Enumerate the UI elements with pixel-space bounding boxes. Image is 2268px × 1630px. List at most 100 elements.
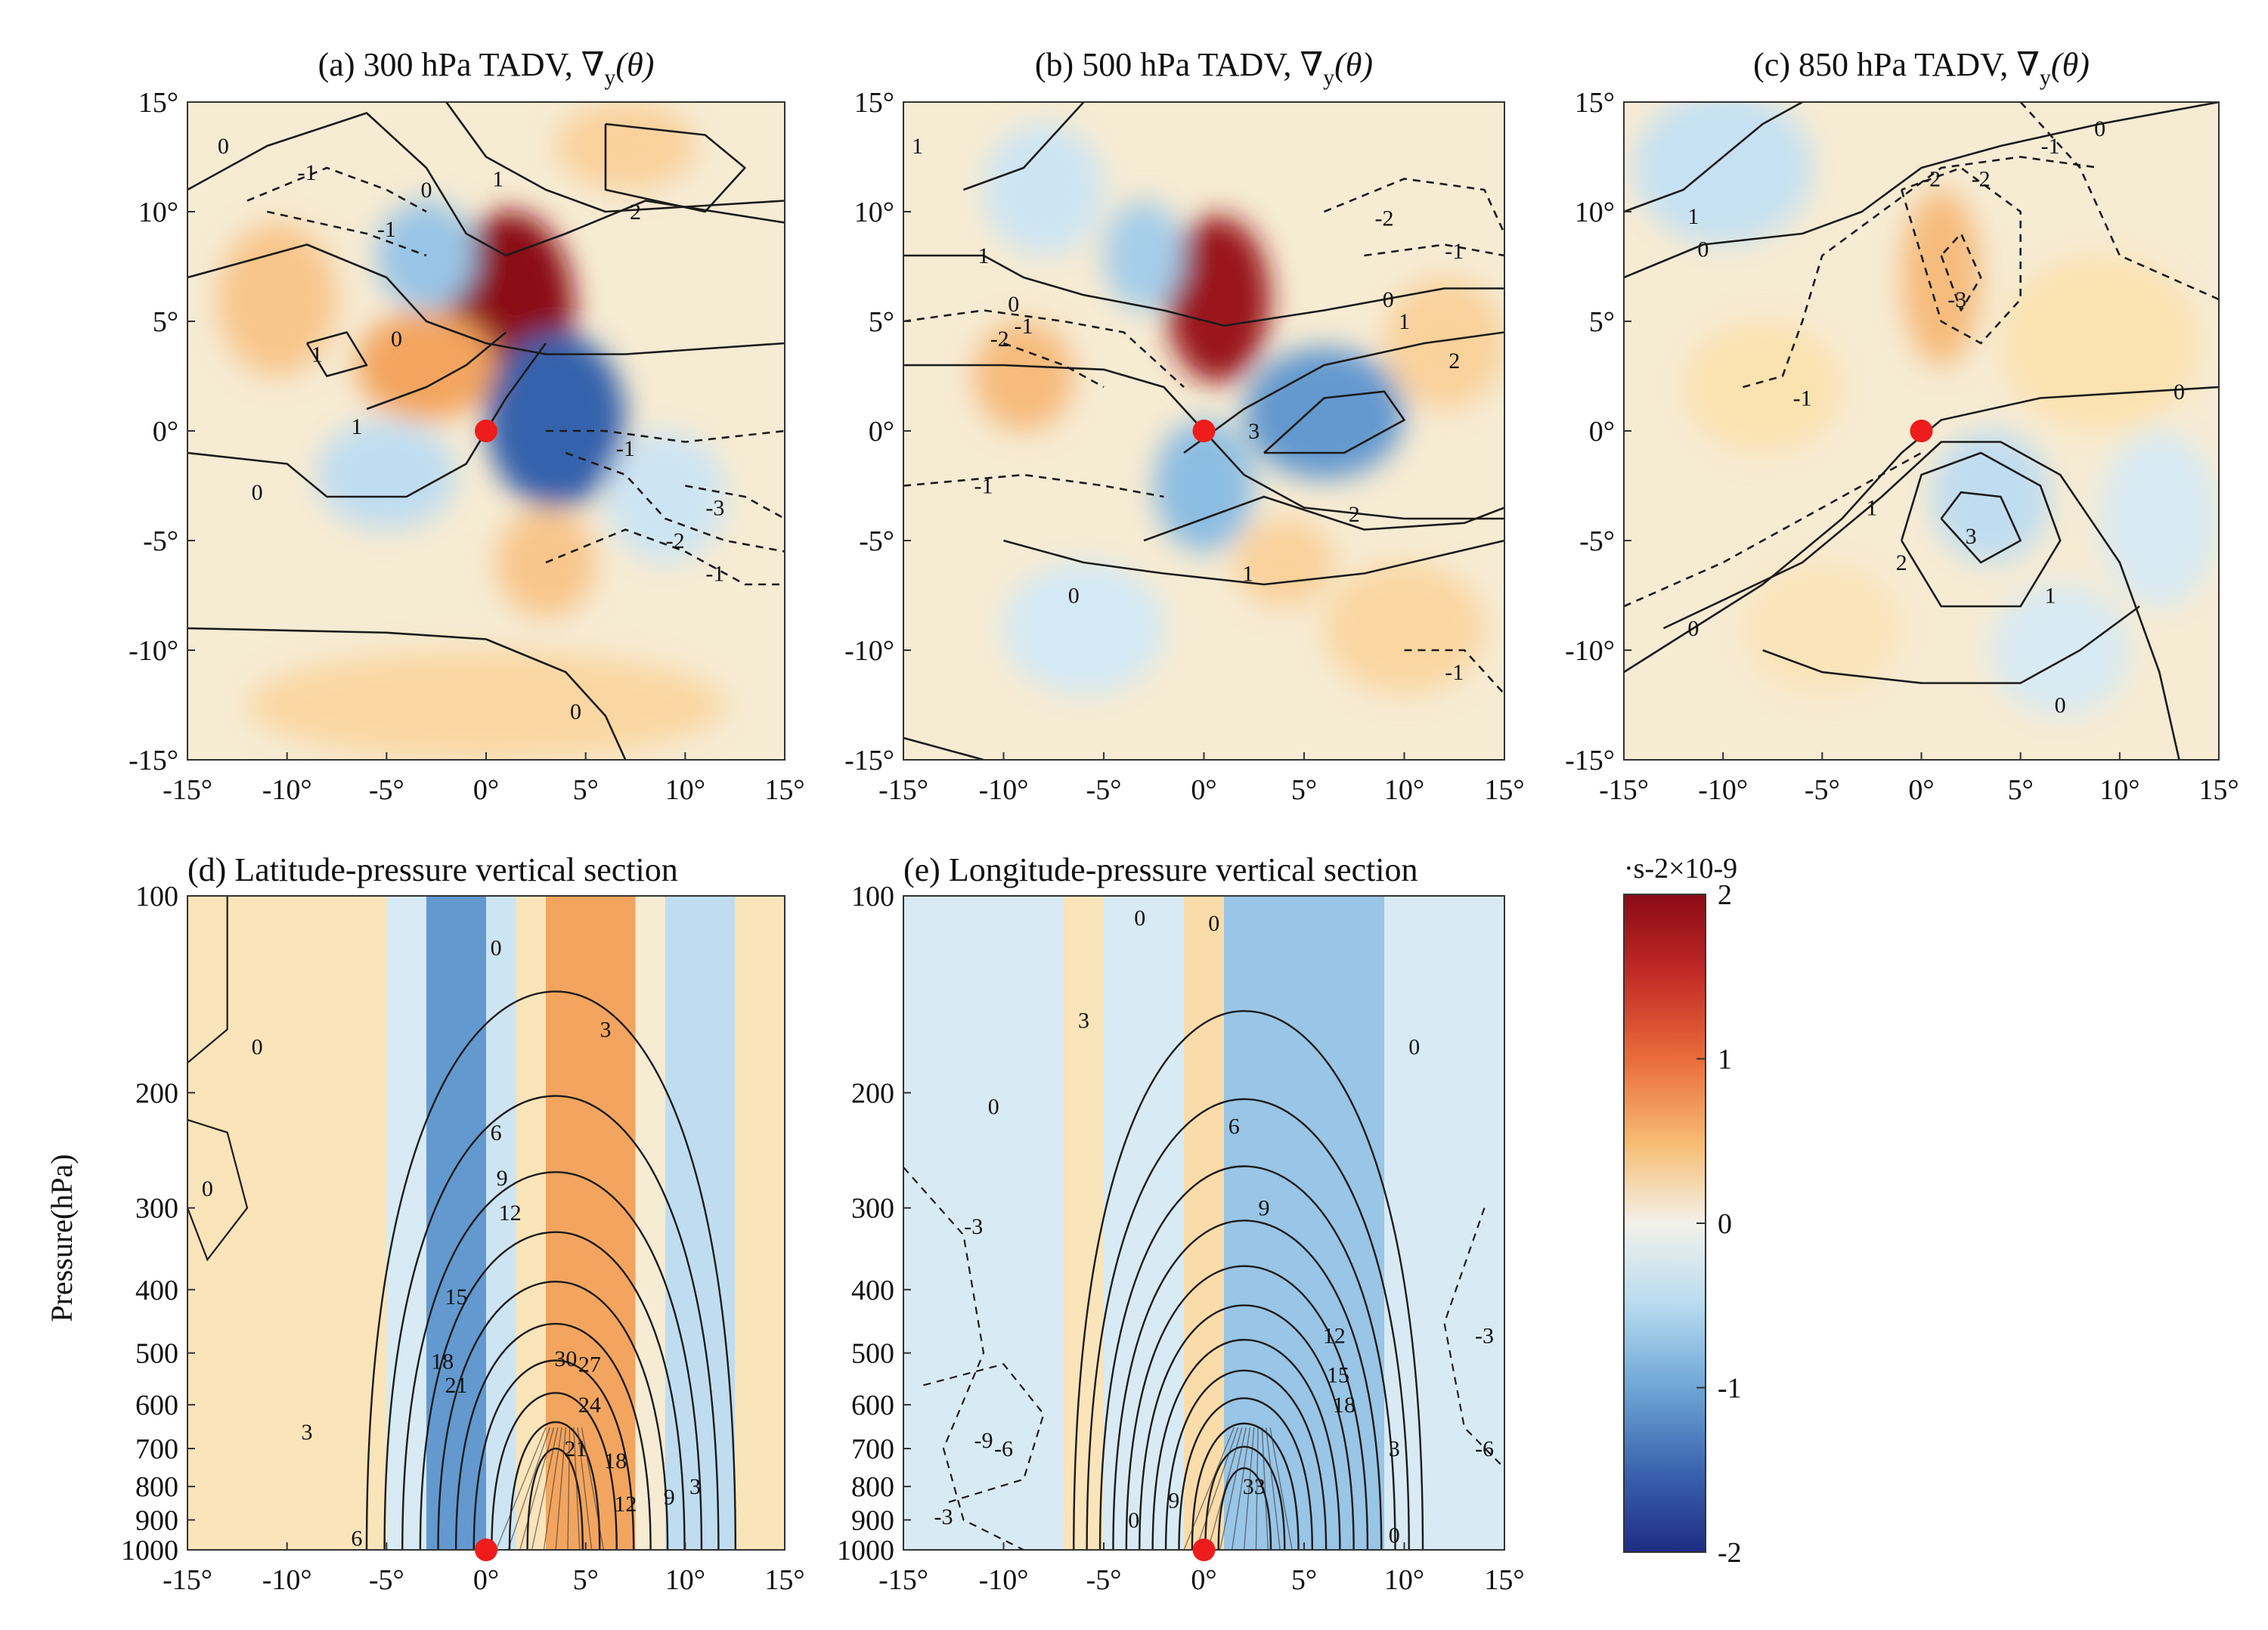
panel-b-shade-1: [1244, 347, 1405, 479]
panel-a-y-tick-label: -5°: [143, 525, 178, 557]
panel-c-x-tick-label: 15°: [2198, 774, 2239, 806]
panel-d-y-axis-label: Pressure(hPa): [45, 1154, 79, 1322]
panel-d-contour-label: 6: [351, 1526, 362, 1551]
panel-a-x-tick-label: -5°: [369, 774, 404, 806]
panel-e-y-tick-label: 600: [851, 1390, 894, 1421]
panel-d-dense-contour-0: [495, 1427, 547, 1550]
panel-a-title-sub: y: [604, 65, 615, 90]
panel-e-contour-level-9: [1098, 1165, 1396, 1550]
panel-e-contour-label: 9: [1259, 1196, 1270, 1221]
panel-b-x-ticks: -15° -10° -5° 0° 5° 10° 15°: [878, 752, 1525, 806]
panel-d-contour-label: 3: [600, 1018, 612, 1043]
panel-c-contour-label: 0: [2174, 380, 2185, 404]
panel-d-shade-column-1: [426, 896, 486, 1550]
panel-b-shade-4: [1104, 200, 1184, 311]
panel-b-x-tick-label: -15°: [878, 774, 928, 806]
panel-e-contour-label: -3: [964, 1214, 983, 1239]
panel-a-contour-label: -1: [377, 217, 396, 242]
panel-e-contour-label: 15: [1327, 1363, 1349, 1388]
panel-e-fill: [903, 896, 1504, 1550]
panel-c-shade-2: [1931, 431, 2051, 562]
panel-d-zero-contour-0: [187, 896, 228, 1064]
colorbar-tick-label: -1: [1718, 1373, 1742, 1405]
panel-b-contour-label: -2: [990, 327, 1009, 352]
panel-b-contour-label: 2: [1349, 502, 1360, 527]
panel-e-shade-column-1: [1064, 896, 1104, 1550]
panel-d-contour-label: 0: [202, 1176, 213, 1201]
panel-d-x-tick-label: 10°: [665, 1564, 705, 1596]
panel-a-x-tick-label: -15°: [163, 774, 212, 806]
panel-d-contour-label: 6: [491, 1120, 502, 1145]
panel-b-shade-3: [973, 321, 1074, 431]
panel-a-contour-line-5: [187, 342, 547, 498]
panel-a-center-marker: [475, 420, 497, 442]
panel-a-y-tick-label: 0°: [153, 416, 178, 448]
panel-e-title: (e) Longitude-pressure vertical section: [903, 851, 1418, 888]
panel-c-shade-0: [1901, 190, 1981, 365]
panel-e-contour-label: 0: [1408, 1034, 1420, 1059]
panel-a-shade-2: [486, 332, 626, 508]
panel-d-dense-contour-5: [555, 1427, 567, 1550]
panel-c-contour-line-3: [1662, 441, 2180, 760]
panel-d-contour-level-27: [508, 1421, 601, 1550]
panel-b-shade-2: [1154, 420, 1254, 552]
panel-b-contour-label: -1: [1445, 660, 1464, 685]
panel-c-y-tick-label: -10°: [1565, 635, 1615, 667]
panel-b-contour-line-8: [903, 309, 1185, 388]
panel-a-contour-line-2: [604, 122, 746, 213]
panel-a-contour-label: 0: [391, 327, 402, 352]
panel-c-contours: [1624, 102, 2219, 760]
panel-c-contour-label: 2: [1896, 550, 1907, 575]
panel-b-y-tick-label: 15°: [854, 87, 894, 119]
panel-c-contour-line-6: [1762, 605, 2140, 684]
panel-e-dense-contour-0: [1183, 1427, 1235, 1550]
colorbar-tick-label: 0: [1718, 1208, 1732, 1240]
panel-e-y-tick-label: 100: [851, 881, 894, 913]
panel-e-x-tick-label: 0°: [1191, 1564, 1216, 1596]
panel-c-title: (c) 850 hPa TADV, ∇y(θ): [1753, 46, 2090, 90]
panel-e-contour-label: -3: [1475, 1323, 1494, 1348]
panel-a-title-main: (a) 300 hPa TADV, ∇: [318, 46, 605, 83]
panel-e-contour-label: -6: [1475, 1436, 1494, 1461]
panel-e-shade-column-3: [1184, 896, 1224, 1550]
panel-c-contour-label: -1: [2041, 134, 2060, 159]
panel-a-title-text: (a) 300 hPa TADV, ∇y(θ): [318, 46, 655, 90]
panel-c-fill: [1624, 102, 2219, 760]
panel-b-shade-8: [1003, 562, 1164, 694]
panel-b-contour-label: -1: [974, 474, 993, 499]
panel-e-negative-contour-1: [923, 1363, 1045, 1504]
panel-c-x-tick-label: -5°: [1805, 774, 1840, 806]
panel-c-y-tick-label: -5°: [1579, 525, 1615, 557]
panel-a-y-tick-label: 15°: [138, 87, 178, 119]
panel-b-x-tick-label: 5°: [1291, 774, 1317, 806]
panel-a-x-tick-label: 5°: [573, 774, 599, 806]
panel-e-center-marker: [1192, 1539, 1216, 1561]
panel-b-contour-label: -2: [1375, 206, 1394, 231]
panel-a-contour-labels: 0 0 1 2 -1 -1 0 1 1 0 -1 -3 -2 -1 0: [218, 134, 724, 724]
panel-d-x-tick-label: 0°: [473, 1564, 499, 1596]
panel-b-x-tick-label: 15°: [1484, 774, 1524, 806]
panel-b-contour-line-10: [903, 473, 1164, 498]
panel-d-dense-contour-4: [543, 1427, 562, 1550]
panel-c: (c) 850 hPa TADV, ∇y(θ) 0 -1 1 0 -2 -2 -3 -1 0 1 3…: [1565, 46, 2239, 806]
panel-e-contour-label: 18: [1333, 1393, 1356, 1418]
panel-b-contour-label: 1: [1399, 309, 1410, 334]
panel-c-contour-label: 0: [2094, 116, 2105, 141]
panel-c-contour-label: 0: [1687, 616, 1699, 641]
panel-c-contour-label: -1: [1793, 386, 1812, 411]
panel-d-contour-level-24: [491, 1392, 618, 1550]
panel-a-contour-line-4: [305, 331, 368, 377]
panel-e-contour-level-24: [1164, 1369, 1328, 1550]
panel-a-contour-label: 1: [492, 167, 503, 192]
panel-d-contour-label: 0: [252, 1034, 263, 1059]
panel-c-y-tick-label: 0°: [1589, 416, 1615, 448]
colorbar-gradient: [1623, 894, 1706, 1553]
panel-d-contour-level-18: [454, 1322, 652, 1550]
panel-d-contour-label: 0: [491, 935, 502, 960]
panel-a: (a) 300 hPa TADV, ∇y(θ) 0 0 1 2 -1 -1 0 1 1 0 -1 -3…: [129, 46, 804, 806]
panel-b-contour-line-4: [1263, 390, 1405, 454]
panel-e-contour-level-3: [1073, 1010, 1424, 1550]
panel-e-dense-contour-1: [1195, 1427, 1239, 1550]
panel-e-dense-contour-7: [1261, 1427, 1269, 1550]
panel-b-contour-label: 0: [1008, 292, 1019, 317]
